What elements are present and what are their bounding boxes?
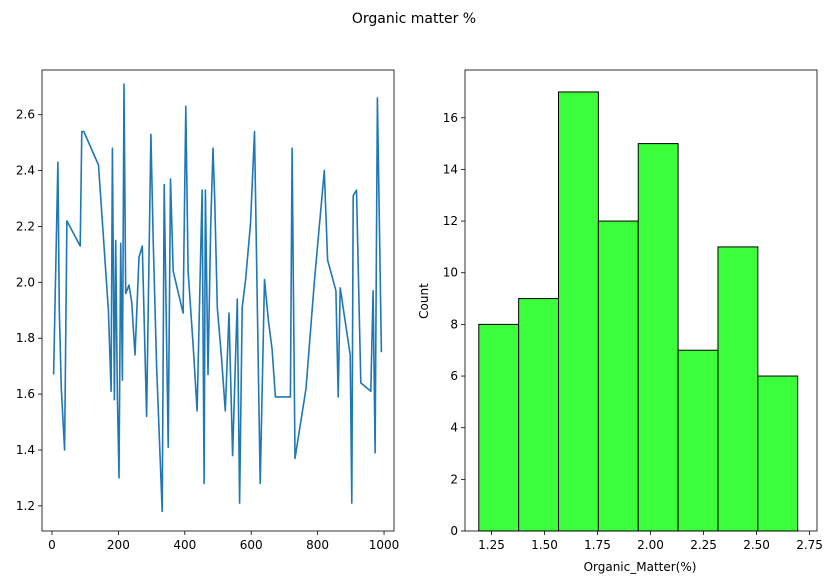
y-tick-label: 1.8 [16, 331, 35, 345]
histogram-bar [717, 246, 759, 532]
y-tick-label: 1.2 [16, 499, 35, 513]
y-tick-label: 2 [450, 472, 458, 486]
y-tick-label: 2.0 [16, 275, 35, 289]
line-chart-axes: 0 200 400 600 800 1000 1.2 1.4 1.6 1.8 2.0 2.2 2.4 2.… [16, 69, 400, 552]
x-tick-label: 1.75 [584, 538, 611, 552]
plot-frame [41, 69, 395, 532]
y-tick-label: 12 [443, 214, 458, 228]
x-tick-label: 2.50 [743, 538, 770, 552]
histogram-xlabel: Organic_Matter(%) [584, 560, 697, 574]
histogram-bar [677, 349, 719, 532]
x-tick-label: 600 [240, 538, 263, 552]
x-tick-label: 1000 [369, 538, 400, 552]
x-tick-label: 200 [107, 538, 130, 552]
histogram-bar [518, 298, 560, 532]
y-tick-label: 8 [450, 317, 458, 331]
x-tick-label: 800 [306, 538, 329, 552]
x-tick-label: 2.25 [690, 538, 717, 552]
histogram-ylabel: Count [417, 283, 431, 319]
y-tick-label: 1.4 [16, 443, 35, 457]
x-tick-label: 1.25 [478, 538, 505, 552]
figure-title: Organic matter % [352, 11, 476, 27]
x-tick-label: 400 [173, 538, 196, 552]
y-tick-label: 4 [450, 421, 458, 435]
y-tick-label: 10 [443, 266, 458, 280]
y-tick-label: 1.6 [16, 387, 35, 401]
x-tick-label: 1.50 [531, 538, 558, 552]
y-tick-label: 2.6 [16, 108, 35, 122]
x-tick-label: 2.75 [796, 538, 823, 552]
y-tick-label: 6 [450, 369, 458, 383]
plot-frame [464, 69, 818, 532]
y-tick-label: 16 [443, 111, 458, 125]
y-tick-label: 14 [443, 162, 458, 176]
histogram-axes: 1.25 1.50 1.75 2.00 2.25 2.50 2.75 0 2 4 6 8 10 12 14 1… [443, 69, 823, 552]
y-tick-label: 0 [450, 524, 458, 538]
histogram-bar [597, 220, 639, 532]
y-tick-label: 2.2 [16, 219, 35, 233]
histogram-bar [757, 375, 799, 532]
y-tick-label: 2.4 [16, 164, 35, 178]
x-tick-label: 0 [48, 538, 56, 552]
series-line [52, 83, 383, 513]
histogram-bar [637, 143, 679, 532]
histogram-bar [558, 91, 599, 532]
histogram-bar [478, 323, 520, 532]
x-tick-label: 2.00 [637, 538, 664, 552]
